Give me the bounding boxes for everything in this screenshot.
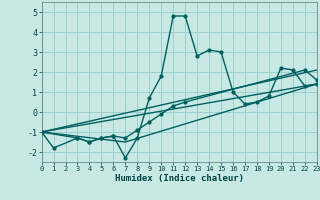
X-axis label: Humidex (Indice chaleur): Humidex (Indice chaleur): [115, 174, 244, 183]
